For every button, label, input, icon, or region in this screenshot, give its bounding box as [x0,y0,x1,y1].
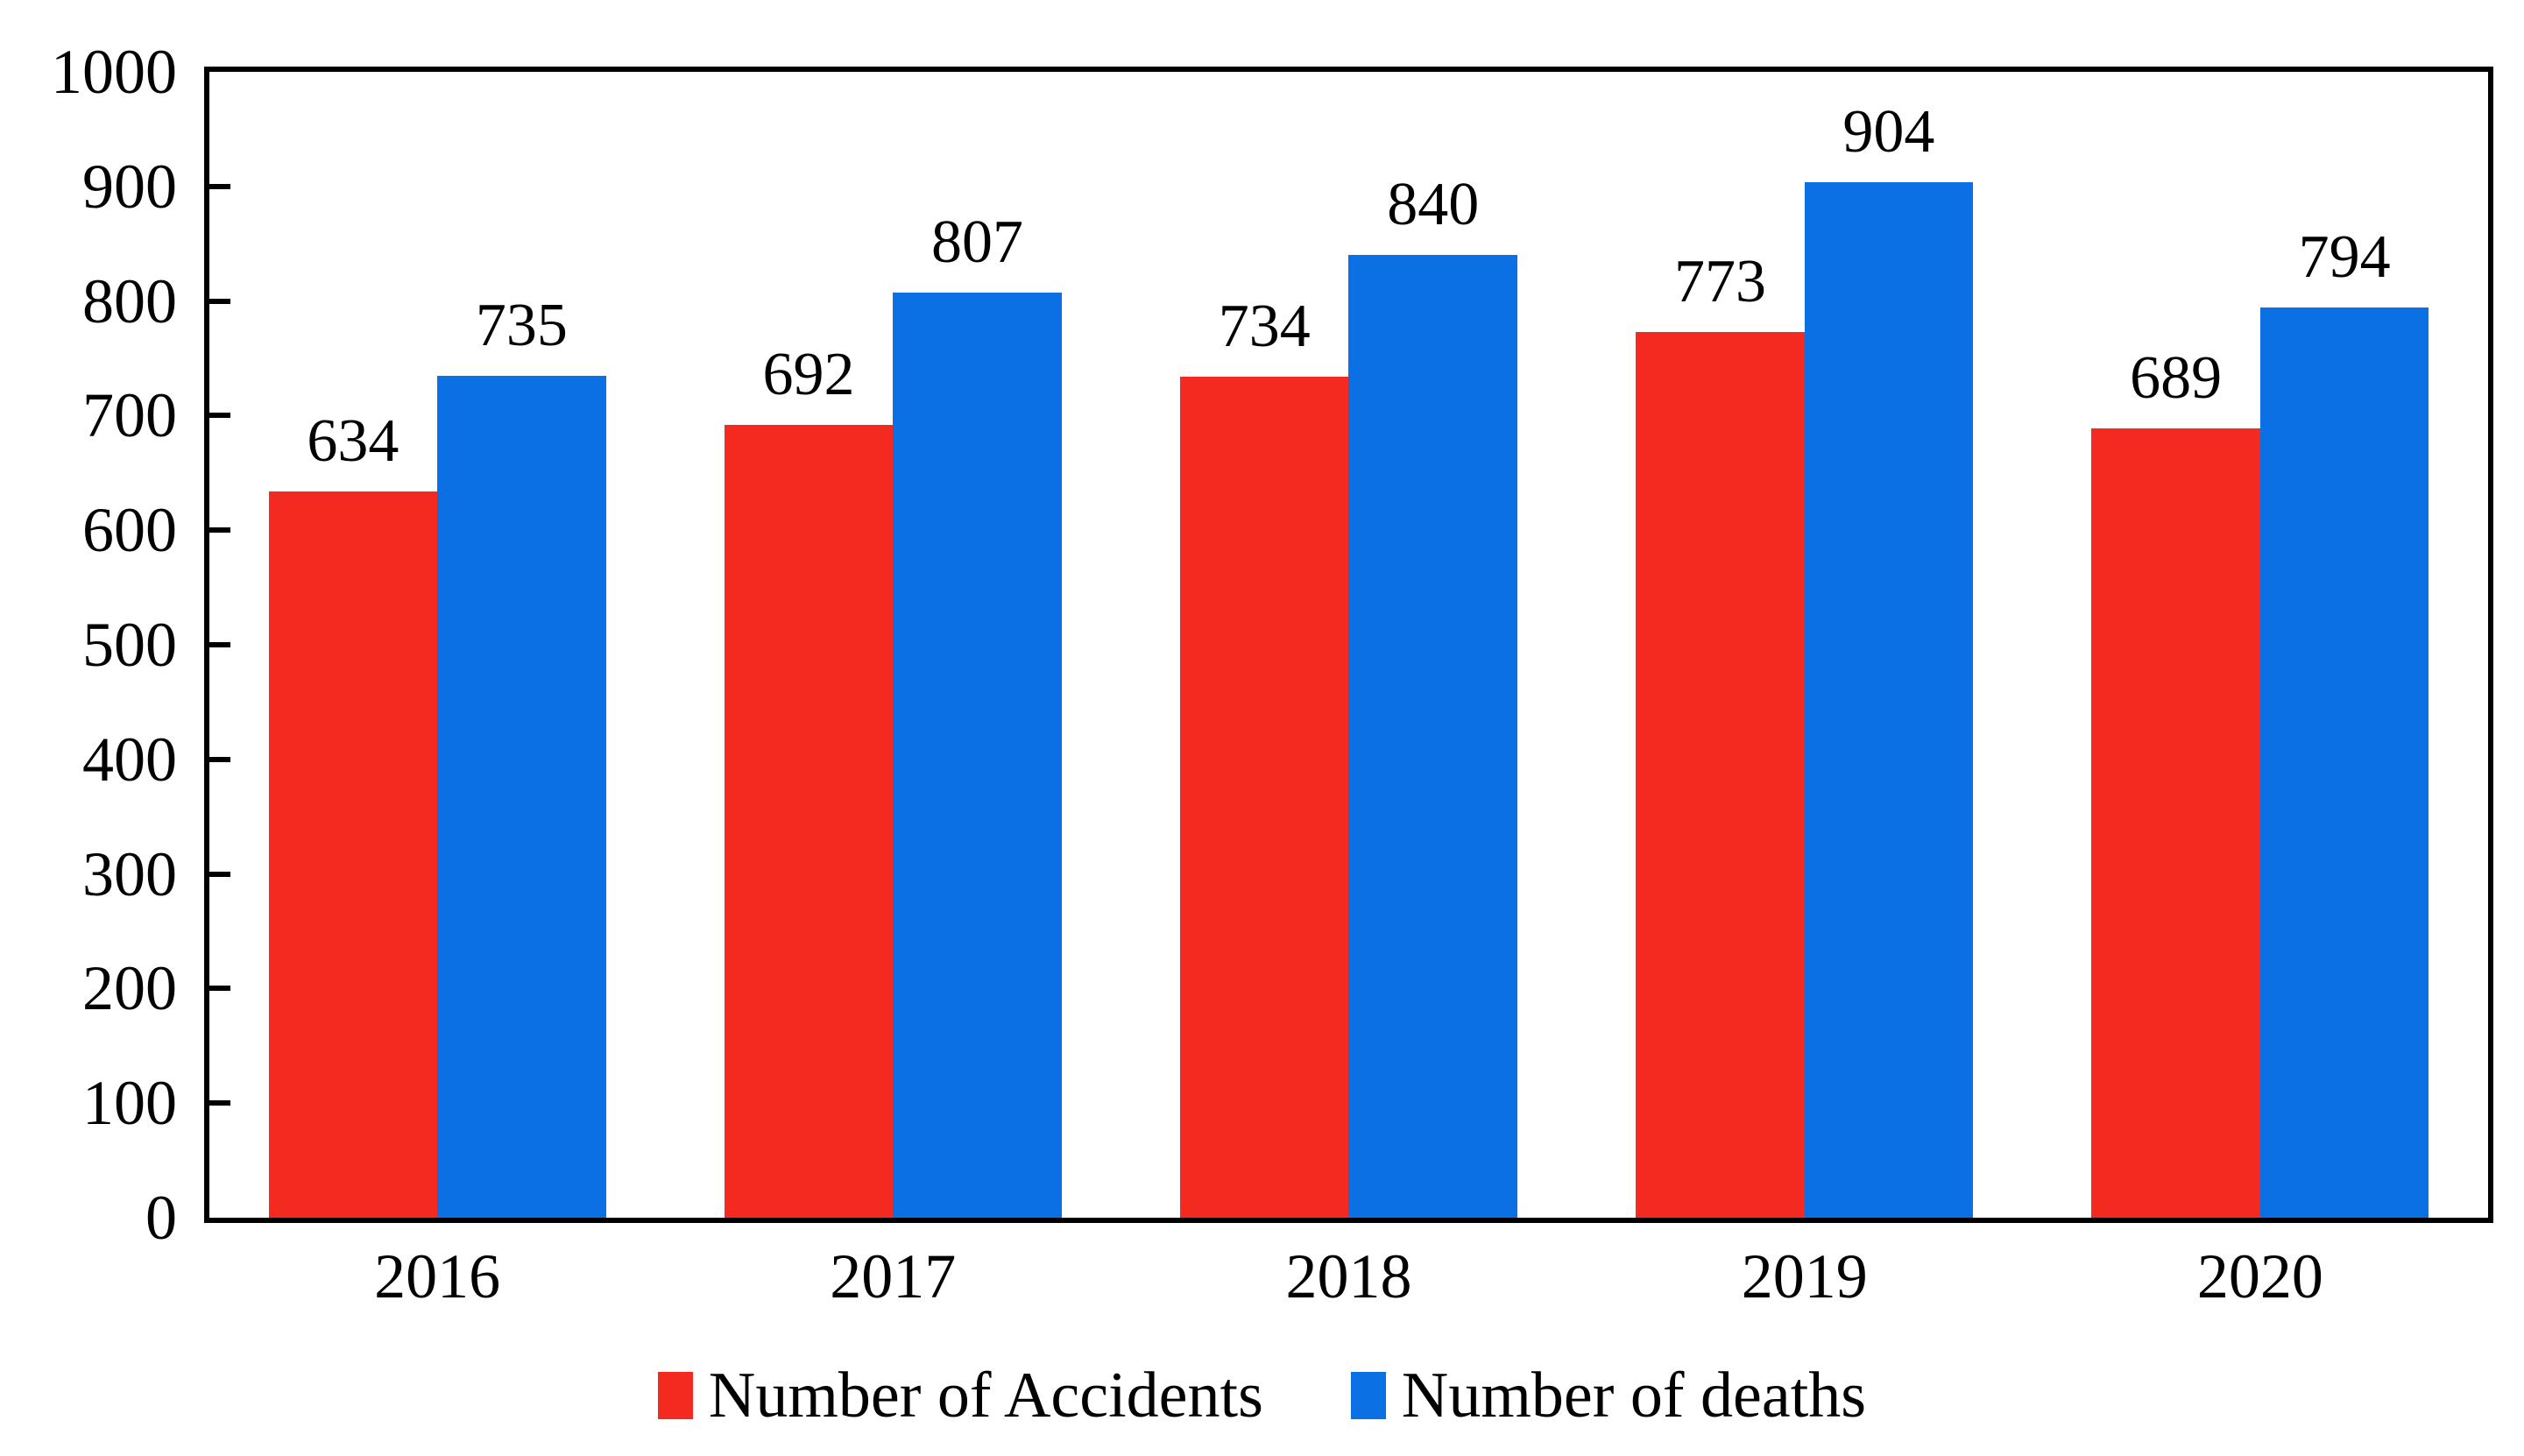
legend-swatch-accidents [657,1372,693,1419]
y-tick-mark [209,298,230,304]
deaths-value-label-2020: 794 [2298,223,2391,292]
accidents-value-label-2020: 689 [2130,343,2223,412]
y-axis-tick-labels: 0 100 200 300 400 500 600 700 800 900 1000 [0,40,177,1249]
deaths-bar-2017 [893,293,1062,1218]
y-tick-label: 900 [82,151,177,222]
y-tick-mark [209,527,230,534]
bar-group-2018: 734 840 [1121,72,1576,1218]
accidents-value-label-2016: 634 [307,406,399,475]
accidents-value-label-2018: 734 [1218,292,1311,360]
legend-item-accidents: Number of Accidents [657,1360,1263,1431]
bar-group-2019: 773 904 [1577,72,2033,1218]
y-tick-mark [209,756,230,762]
deaths-value-label-2019: 904 [1842,97,1935,166]
deaths-value-label-2016: 735 [475,291,568,359]
deaths-value-label-2018: 840 [1387,171,1480,239]
y-tick-mark [209,183,230,189]
y-tick-label: 100 [82,1068,177,1139]
x-tick-label-2016: 2016 [374,1241,501,1311]
legend-item-deaths: Number of deaths [1350,1360,1867,1431]
y-tick-label: 500 [82,610,177,680]
accidents-value-label-2017: 692 [762,340,855,408]
plot-area: 634 735 692 807 734 840 773 904 689 794 [204,67,2493,1223]
y-tick-mark [209,1100,230,1106]
bar-groups: 634 735 692 807 734 840 773 904 689 794 [209,72,2488,1218]
deaths-bar-2018 [1348,255,1517,1218]
x-tick-label-2020: 2020 [2196,1241,2323,1311]
deaths-bar-2016 [437,375,606,1218]
deaths-bar-2019 [1804,181,1974,1218]
y-tick-mark [209,871,230,877]
x-tick-label-2017: 2017 [830,1241,957,1311]
accidents-bar-2018 [1180,376,1349,1218]
x-tick-label-2018: 2018 [1285,1241,1412,1311]
y-tick-label: 1000 [51,37,177,107]
y-tick-label: 300 [82,838,177,909]
y-tick-label: 800 [82,265,177,336]
legend-label-deaths: Number of deaths [1401,1360,1867,1431]
legend: Number of Accidents Number of deaths [0,1363,2524,1428]
x-tick-label-2019: 2019 [1741,1241,1868,1311]
legend-swatch-deaths [1350,1372,1386,1419]
deaths-bar-2020 [2259,307,2429,1218]
y-tick-mark [209,413,230,419]
y-tick-label: 700 [82,380,177,451]
deaths-value-label-2017: 807 [931,209,1024,277]
y-tick-label: 600 [82,495,177,566]
accidents-bar-2020 [2091,428,2260,1218]
bar-group-2020: 689 794 [2033,72,2488,1218]
legend-label-accidents: Number of Accidents [708,1360,1263,1431]
x-axis-tick-labels: 2016 2017 2018 2019 2020 [209,1241,2488,1330]
bar-group-2017: 692 807 [665,72,1121,1218]
y-tick-label: 400 [82,724,177,795]
y-tick-mark [209,986,230,992]
y-tick-label: 0 [145,1183,177,1253]
accidents-value-label-2019: 773 [1673,247,1766,315]
y-tick-label: 200 [82,953,177,1024]
accidents-bar-2016 [268,491,438,1218]
accidents-bar-2017 [724,424,894,1218]
bar-group-2016: 634 735 [209,72,665,1218]
y-tick-mark [209,642,230,647]
accidents-bar-2019 [1636,331,1805,1218]
